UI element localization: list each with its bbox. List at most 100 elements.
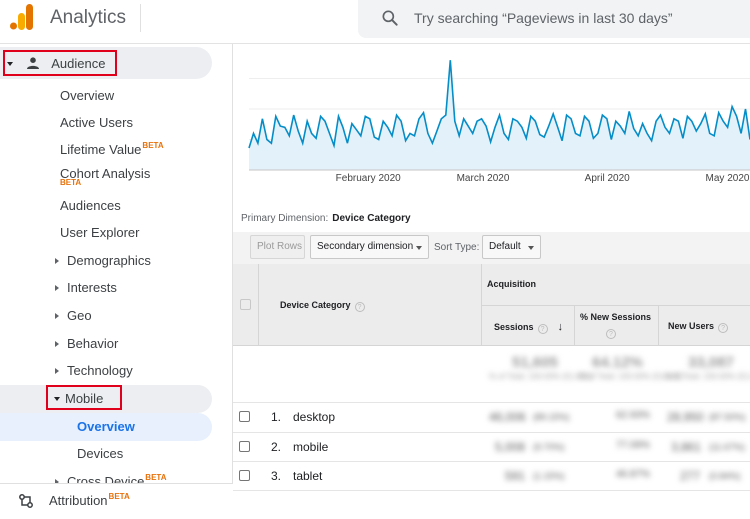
sidebar-item-mobile[interactable]: Mobile (54, 391, 103, 406)
total-sessions: 51,605 (512, 354, 558, 371)
search-bar[interactable]: Try searching “Pageviews in last 30 days… (358, 0, 750, 38)
sidebar-item-audience[interactable]: Audience (7, 56, 105, 71)
report-table: Device Category? Acquisition Sessions? ↓ … (233, 264, 750, 519)
sidebar-item-audiences[interactable]: Audiences (60, 198, 121, 213)
primary-dimension-value[interactable]: Device Category (332, 213, 411, 224)
sidebar-item-label: Interests (67, 280, 117, 295)
plot-rows-button[interactable]: Plot Rows (250, 235, 305, 259)
sidebar-item-overview[interactable]: Overview (60, 88, 114, 103)
main-content: February 2020 March 2020 April 2020 May 202… (233, 44, 750, 519)
column-header-new-users[interactable]: New Users? (668, 321, 729, 333)
row-checkbox[interactable] (239, 441, 250, 452)
row-device-name[interactable]: desktop (293, 410, 336, 424)
primary-dimension: Primary Dimension: Device Category (241, 213, 411, 224)
header-divider (481, 305, 750, 306)
row-divider (233, 402, 750, 403)
report-toolbar: Plot Rows Secondary dimension Sort Type:… (233, 232, 750, 264)
help-icon[interactable]: ? (606, 326, 616, 339)
column-header-device-category[interactable]: Device Category? (280, 300, 365, 312)
help-icon[interactable]: ? (537, 324, 548, 334)
row-checkbox[interactable] (239, 470, 250, 481)
chevron-right-icon (55, 285, 59, 291)
sidebar-item-label: Overview (60, 88, 115, 103)
row-new-sessions: 62.93% (616, 410, 650, 421)
sidebar-item-technology[interactable]: Technology (55, 363, 133, 378)
search-input[interactable]: Try searching “Pageviews in last 30 days… (414, 10, 673, 26)
header-divider (574, 305, 575, 346)
column-header-label: New Users (668, 321, 715, 331)
help-icon[interactable]: ? (354, 302, 365, 312)
row-new-users-pct: (0.84%) (709, 471, 741, 481)
chart-x-tick-labels: February 2020 March 2020 April 2020 May 202… (336, 173, 750, 184)
top-bar: Analytics Try searching “Pageviews in la… (0, 0, 750, 44)
search-icon (382, 10, 398, 26)
sidebar-item-label: Cohort Analysis (60, 166, 151, 181)
row-sessions-pct: (1.15%) (533, 471, 565, 481)
row-device-name[interactable]: mobile (293, 440, 329, 454)
sidebar-item-lifetime-value[interactable]: Lifetime ValueBETA (60, 141, 164, 157)
row-new-users-pct: (87.50%) (709, 412, 746, 422)
chart-x-tick-label: March 2020 (457, 173, 510, 184)
total-new-users: 33,087 (688, 354, 734, 371)
attribution-icon (19, 494, 33, 508)
sort-type-dropdown[interactable]: Default (482, 235, 541, 259)
dropdown-label: Default (489, 241, 521, 252)
sidebar-item-active-users[interactable]: Active Users (60, 115, 133, 130)
total-new-sessions-sub: % of Total: 100.00% (51,605) (579, 372, 683, 381)
sidebar-item-demographics[interactable]: Demographics (55, 253, 151, 268)
title-divider (140, 4, 141, 32)
sidebar-footer: AttributionBETA (0, 483, 233, 519)
chart-x-tick-label: May 2020 (706, 173, 750, 184)
chevron-down-icon (416, 246, 422, 250)
sort-descending-icon[interactable]: ↓ (557, 321, 564, 333)
sidebar-item-label: Audiences (60, 198, 121, 213)
sidebar-item-label: Active Users (60, 115, 133, 130)
sidebar-item-attribution[interactable]: AttributionBETA (49, 492, 130, 508)
chart-series-line (248, 60, 750, 149)
sidebar-item-label: Lifetime Value (60, 142, 142, 157)
primary-dimension-label: Primary Dimension: (241, 213, 329, 224)
annotation-box-mobile (46, 385, 122, 410)
sidebar-item-label: Geo (67, 308, 92, 323)
row-divider (233, 432, 750, 433)
sidebar-audience-highlight (0, 47, 212, 79)
sidebar-item-label: Audience (51, 56, 106, 71)
secondary-dimension-dropdown[interactable]: Secondary dimension (310, 235, 429, 259)
column-header-label: Sessions (494, 322, 534, 332)
analytics-logo-icon[interactable] (9, 4, 35, 30)
sidebar-item-label: Attribution (49, 493, 108, 508)
column-header-new-sessions[interactable]: % New Sessions (580, 312, 651, 322)
row-sessions: 46,006 (489, 410, 526, 424)
beta-badge: BETA (142, 141, 164, 150)
column-header-sessions[interactable]: Sessions? ↓ (494, 321, 563, 334)
header-divider (258, 264, 259, 346)
chevron-down-icon (528, 246, 534, 250)
sidebar-item-devices[interactable]: Devices (77, 446, 123, 461)
sidebar-item-interests[interactable]: Interests (55, 280, 117, 295)
sidebar-item-behavior[interactable]: Behavior (55, 336, 118, 351)
total-sessions-sub: % of Total: 100.00% (51,605) (489, 372, 593, 381)
select-all-checkbox[interactable] (240, 299, 251, 310)
dropdown-label: Secondary dimension (317, 241, 414, 252)
chevron-right-icon (55, 258, 59, 264)
help-icon[interactable]: ? (718, 323, 729, 333)
row-new-sessions: 77.09% (616, 440, 650, 451)
total-new-sessions: 64.12% (592, 354, 643, 371)
sidebar-item-geo[interactable]: Geo (55, 308, 92, 323)
row-checkbox[interactable] (239, 411, 250, 422)
row-sessions: 591 (505, 469, 526, 483)
sidebar-item-mobile-overview[interactable]: Overview (77, 419, 135, 434)
sidebar-item-cohort-analysis[interactable]: Cohort Analysis (60, 166, 150, 181)
sidebar-item-user-explorer[interactable]: User Explorer (60, 225, 139, 240)
header-divider (658, 305, 659, 346)
row-device-name[interactable]: tablet (293, 469, 323, 483)
sidebar: Audience Overview Active Users Lifetime … (0, 44, 233, 519)
beta-badge: BETA (60, 178, 82, 187)
sidebar-item-label: Mobile (65, 391, 104, 406)
sessions-trend-chart[interactable]: February 2020 March 2020 April 2020 May 202… (233, 44, 750, 192)
row-new-sessions: 46.87% (616, 469, 650, 480)
caret-down-icon (54, 397, 60, 401)
chevron-right-icon (55, 479, 59, 485)
person-icon (26, 57, 39, 69)
chevron-right-icon (55, 368, 59, 374)
